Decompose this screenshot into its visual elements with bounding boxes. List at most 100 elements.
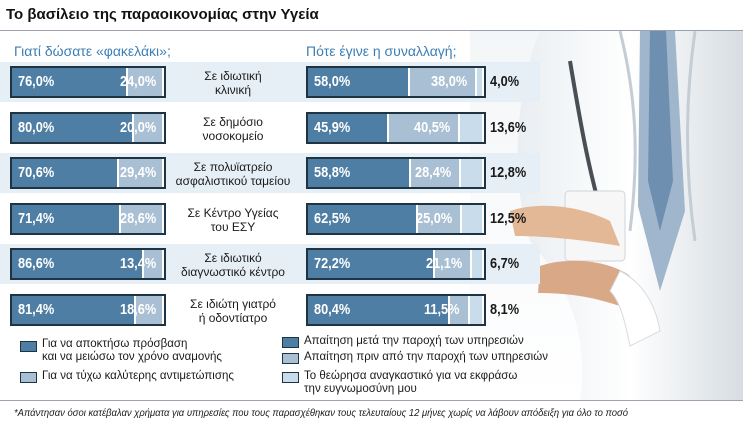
right-value-label: 38,0% [430, 73, 468, 90]
right-value-label: 72,2% [314, 255, 351, 272]
legend-label-better: Για να τύχω καλύτερης αντιμετώπισης [42, 370, 234, 382]
right-chart-header: Πότε έγινε η συναλλαγή; [306, 43, 457, 59]
right-value-label: 21,1% [426, 255, 463, 272]
right-value-label: 6,7% [490, 255, 520, 272]
legend-swatch-before [282, 353, 299, 364]
category-label: Σε ιδιώτη γιατρό ή οδοντίατρο [168, 297, 298, 325]
left-value-label: 70,6% [18, 164, 55, 181]
legend-swatch-access [20, 341, 37, 352]
left-bar-5 [10, 248, 166, 280]
left-value-label: 18,6% [120, 300, 157, 318]
left-bar-4 [10, 202, 166, 235]
right-value-label: 11,5% [423, 300, 460, 318]
right-value-label: 45,9% [314, 118, 351, 136]
right-bar-6 [306, 293, 486, 326]
right-bar-segment [418, 204, 460, 233]
right-bar-segment [388, 113, 459, 142]
right-value-label: 4,0% [490, 73, 520, 90]
right-bar-segment [308, 295, 448, 324]
left-bar-segment [12, 250, 142, 278]
right-value-label: 28,4% [415, 164, 452, 181]
legend-label-access: Για να αποκτήσω πρόσβαση και να μειώσω τ… [42, 338, 222, 363]
right-bar-2 [306, 111, 486, 144]
left-bar-segment [12, 159, 118, 187]
right-bar-4 [306, 202, 486, 235]
right-bar-segment [410, 68, 475, 96]
left-bar-segment [12, 68, 126, 96]
doctor-photo [470, 31, 743, 401]
category-label-line: διαγνωστικό κέντρο [181, 265, 285, 279]
left-bar-segment [12, 113, 132, 142]
chart-title: Το βασίλειο της παραοικονομίας στην Υγεί… [6, 6, 319, 23]
left-value-label: 86,6% [18, 255, 55, 272]
right-bar-segment [472, 250, 482, 278]
right-bar-segment [435, 250, 471, 278]
right-bar-segment [469, 295, 482, 324]
category-label-line: Σε ιδιωτική [204, 69, 262, 83]
right-value-label: 62,5% [314, 209, 351, 227]
right-bar-segment [476, 68, 482, 96]
legend-swatch-gratitude [282, 372, 299, 383]
footnote-divider [0, 400, 743, 401]
right-bar-segment [460, 113, 482, 142]
left-value-label: 29,4% [120, 164, 157, 181]
category-label-line: κλινική [214, 83, 251, 97]
category-label-line: του ΕΣΥ [210, 219, 256, 234]
left-bar-segment [119, 159, 162, 187]
category-label: Σε Κέντρο Υγείας του ΕΣΥ [168, 206, 298, 234]
left-value-label: 80,0% [18, 118, 55, 136]
category-label-line: Σε ιδιωτικό [204, 251, 262, 265]
left-value-label: 28,6% [120, 209, 157, 227]
legend-swatch-better [20, 372, 37, 383]
right-bar-segment [449, 295, 468, 324]
left-bar-segment [120, 204, 162, 233]
legend-label-after: Απαίτηση μετά την παροχή των υπηρεσιών [304, 335, 524, 347]
right-bar-segment [308, 204, 416, 233]
left-value-label: 81,4% [18, 300, 55, 318]
left-value-label: 24,0% [120, 73, 157, 90]
category-label-line: Σε δημόσιο [203, 114, 263, 129]
right-bar-3 [306, 157, 486, 189]
left-bar-segment [143, 250, 162, 278]
left-bar-1 [10, 66, 166, 98]
category-label: Σε πολυϊατρείο ασφαλιστικού ταμείου [168, 160, 298, 188]
right-value-label: 12,8% [490, 164, 527, 181]
right-value-label: 80,4% [314, 300, 351, 318]
right-bar-5 [306, 248, 486, 280]
left-bar-segment [12, 295, 134, 324]
left-bar-2 [10, 111, 166, 144]
left-bar-segment [133, 113, 162, 142]
right-value-label: 58,8% [314, 164, 351, 181]
right-value-label: 25,0% [416, 209, 453, 227]
legend-label-before: Απαίτηση πριν από την παροχή των υπηρεσι… [304, 351, 548, 363]
right-bar-segment [308, 250, 434, 278]
right-value-label: 40,5% [414, 118, 451, 136]
category-label-line: ή οδοντίατρο [198, 310, 268, 325]
left-value-label: 20,0% [120, 118, 157, 136]
title-divider [0, 30, 743, 31]
legend-swatch-after [282, 337, 299, 348]
right-bar-segment [308, 113, 387, 142]
legend-label-gratitude: Το θεώρησα αναγκαστικό για να εκφράσω τη… [304, 370, 518, 395]
left-bar-segment [135, 295, 162, 324]
right-value-label: 58,0% [314, 73, 351, 90]
category-label: Σε δημόσιο νοσοκομείο [168, 115, 298, 143]
left-bar-3 [10, 157, 166, 189]
right-bar-segment [461, 159, 482, 187]
left-bar-segment [12, 204, 119, 233]
left-value-label: 13,4% [120, 255, 157, 272]
category-label-line: Σε ιδιώτη γιατρό [190, 296, 276, 311]
footnote: *Απάντησαν όσοι κατέβαλαν χρήματα για υπ… [14, 407, 628, 419]
right-bar-segment [411, 159, 460, 187]
right-bar-segment [308, 68, 409, 96]
right-bar-segment [462, 204, 482, 233]
category-label-line: νοσοκομείο [202, 128, 264, 143]
left-bar-segment [127, 68, 162, 96]
right-value-label: 8,1% [490, 300, 520, 318]
left-value-label: 76,0% [18, 73, 55, 90]
category-label-line: Σε Κέντρο Υγείας [187, 205, 279, 220]
right-value-label: 12,5% [490, 209, 527, 227]
category-label-line: ασφαλιστικού ταμείου [175, 174, 291, 188]
right-bar-1 [306, 66, 486, 98]
right-value-label: 13,6% [490, 118, 527, 136]
